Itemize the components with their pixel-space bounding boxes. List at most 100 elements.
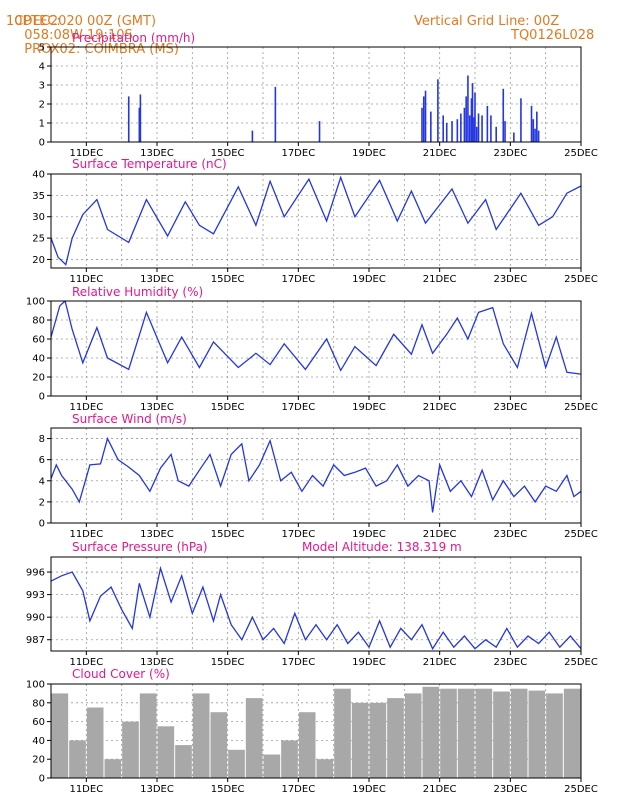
cloud-bar — [440, 688, 457, 778]
cloud-xtick-label: 15DEC — [211, 784, 245, 795]
precip-bar — [536, 111, 538, 142]
precip-xtick-label: 15DEC — [211, 148, 245, 159]
cloud-bar — [69, 740, 86, 778]
precip-bar — [468, 115, 471, 142]
rh-title: Relative Humidity (%) — [72, 285, 203, 299]
cloud-ytick-label: 20 — [32, 755, 45, 766]
cloud-xtick-label: 19DEC — [352, 784, 386, 795]
temp-xtick-label: 19DEC — [352, 274, 386, 285]
cloud-bar — [369, 702, 387, 778]
precip-ytick-label: 4 — [39, 62, 45, 73]
cloud-bar — [316, 759, 334, 778]
precip-bar — [475, 126, 478, 142]
cloud-bar — [475, 688, 493, 778]
precip-xtick-label: 13DEC — [140, 148, 174, 159]
precip-bar — [456, 119, 459, 142]
precip-bar — [430, 111, 432, 142]
precip-bar — [481, 115, 483, 142]
pres-xtick-label: 21DEC — [423, 657, 457, 668]
precip-bar — [471, 83, 474, 142]
header-run: 10DEC2020 00Z (GMT) — [6, 14, 157, 29]
cloud-xtick-label: 23DEC — [493, 784, 527, 795]
rh-xtick-label: 19DEC — [352, 402, 386, 413]
precip-frame — [50, 46, 582, 143]
precip-bar — [532, 119, 535, 142]
cloud-bar — [228, 749, 245, 778]
wind-ytick-label: 0 — [39, 519, 45, 530]
precip-bar — [437, 79, 439, 142]
precip-bar — [490, 115, 492, 142]
temp-ytick-label: 30 — [32, 212, 45, 223]
precip-ytick-label: 1 — [39, 119, 45, 130]
rh-xtick-label: 17DEC — [281, 402, 315, 413]
pres-series-line — [51, 565, 581, 651]
cloud-ytick-label: 60 — [32, 717, 45, 728]
rh-ytick-label: 0 — [39, 392, 45, 403]
pres-xtick-label: 15DEC — [211, 657, 245, 668]
precip-xtick-label: 19DEC — [352, 148, 386, 159]
precip-bar — [486, 105, 489, 142]
cloud-bar — [175, 745, 192, 778]
wind-xtick-label: 21DEC — [423, 529, 457, 540]
rh-ytick-label: 80 — [32, 316, 45, 327]
cloud-bar — [245, 698, 263, 778]
precip-bar — [424, 90, 427, 142]
precip-bar — [442, 115, 444, 142]
cloud-bar — [86, 707, 104, 778]
precip-bar — [445, 123, 448, 142]
pres-xtick-label: 13DEC — [140, 657, 174, 668]
cloud-xtick-label: 21DEC — [423, 784, 457, 795]
rh-xtick-label: 23DEC — [493, 402, 527, 413]
pres-title: Surface Pressure (hPa) — [72, 540, 208, 554]
precip-bar — [537, 130, 540, 142]
precip-bar — [421, 107, 423, 142]
rh-ytick-label: 20 — [32, 373, 45, 384]
cloud-bar — [528, 690, 546, 778]
header-source: CPTEC: — [14, 14, 61, 29]
cloud-bar — [387, 698, 404, 778]
rh-ytick-label: 100 — [26, 297, 45, 308]
cloud-bar — [192, 693, 210, 778]
precip-bar — [470, 98, 473, 142]
precip-bar — [465, 96, 467, 142]
temp-ytick-label: 20 — [32, 255, 45, 266]
precip-bar — [520, 98, 522, 142]
precip-ytick-label: 3 — [39, 81, 45, 92]
precip-bar — [495, 126, 497, 142]
precip-ytick-label: 5 — [39, 43, 45, 54]
rh-xtick-label: 11DEC — [69, 402, 103, 413]
wind-xtick-label: 11DEC — [69, 529, 103, 540]
header-location: PROX02: COIMBRA (MS) — [24, 42, 179, 57]
pres-ytick-label: 996 — [26, 568, 45, 579]
wind-frame — [50, 427, 582, 524]
temp-frame — [50, 173, 582, 269]
precip-bar — [530, 105, 533, 142]
pres-xtick-label: 17DEC — [281, 657, 315, 668]
precip-bar — [451, 121, 453, 142]
precip-bar — [477, 113, 480, 142]
temp-xtick-label: 25DEC — [564, 274, 598, 285]
wind-ytick-label: 4 — [39, 476, 45, 487]
precip-bar — [474, 92, 476, 142]
cloud-bar — [546, 693, 563, 778]
pres-xtick-label: 19DEC — [352, 657, 386, 668]
header-model-code: TQ0126L028 — [511, 28, 595, 43]
wind-ytick-label: 8 — [39, 434, 45, 445]
precip-bar — [513, 132, 515, 142]
precip-bar — [502, 88, 505, 142]
precip-xtick-label: 23DEC — [493, 148, 527, 159]
cloud-bar — [351, 702, 369, 778]
pres-xtick-label: 11DEC — [69, 657, 103, 668]
wind-xtick-label: 13DEC — [140, 529, 174, 540]
temp-xtick-label: 17DEC — [281, 274, 315, 285]
cloud-xtick-label: 17DEC — [281, 784, 315, 795]
rh-xtick-label: 25DEC — [564, 402, 598, 413]
precip-bar — [473, 117, 475, 142]
cloud-bar — [457, 688, 475, 778]
wind-ytick-label: 2 — [39, 497, 45, 508]
precip-ytick-label: 2 — [39, 100, 45, 111]
cloud-bar — [298, 712, 316, 778]
temp-ytick-label: 25 — [32, 234, 45, 245]
pres-xtick-label: 23DEC — [493, 657, 527, 668]
cloud-bar — [104, 759, 122, 778]
